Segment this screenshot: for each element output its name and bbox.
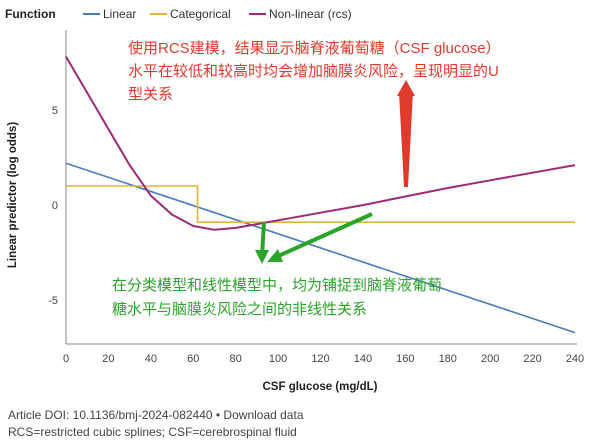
y-axis-label: Linear predictor (log odds) bbox=[7, 122, 19, 268]
series-linear-line bbox=[65, 162, 576, 334]
x-tick-label: 40 bbox=[145, 353, 157, 365]
y-tick-label: 0 bbox=[52, 200, 58, 212]
red-annotation-line-1: 使用RCS建模，结果显示脑脊液葡萄糖（CSF glucose） bbox=[128, 40, 501, 57]
x-tick-label: 120 bbox=[311, 353, 329, 365]
x-tick-label: 0 bbox=[63, 353, 69, 365]
legend: Function Linear Categorical Non-linear (… bbox=[5, 7, 352, 21]
red-annotation-line-2: 水平在较低和较高时均会增加脑膜炎风险，呈现明显的U bbox=[128, 62, 499, 80]
footer-abbreviations: RCS=restricted cubic splines; CSF=cerebr… bbox=[8, 425, 297, 439]
x-tick-label: 240 bbox=[566, 353, 584, 365]
legend-title: Function bbox=[5, 7, 56, 21]
green-arrow-short-head bbox=[255, 250, 269, 264]
legend-label-categorical[interactable]: Categorical bbox=[170, 7, 231, 21]
series-nonlinear-line bbox=[65, 56, 576, 231]
x-axis-label: CSF glucose (mg/dL) bbox=[263, 381, 378, 393]
green-arrow-long bbox=[275, 212, 373, 259]
red-annotation: 使用RCS建模，结果显示脑脊液葡萄糖（CSF glucose） 水平在较低和较高… bbox=[128, 40, 501, 187]
legend-label-nonlinear[interactable]: Non-linear (rcs) bbox=[269, 7, 352, 21]
green-annotation-line-1: 在分类模型和线性模型中，均为铺捉到脑脊液葡萄 bbox=[112, 277, 442, 294]
green-annotation: 在分类模型和线性模型中，均为铺捉到脑脊液葡萄 糖水平与脑膜炎风险之间的非线性关系 bbox=[112, 212, 442, 318]
y-tick-label: -5 bbox=[48, 295, 58, 307]
footer-doi[interactable]: Article DOI: 10.1136/bmj-2024-082440 • D… bbox=[8, 408, 304, 422]
x-tick-label: 200 bbox=[481, 353, 499, 365]
ticks: 0 20 40 60 80 100 120 140 160 180 200 220 240 5 0 -5 bbox=[48, 105, 584, 365]
chart: Function Linear Categorical Non-linear (… bbox=[5, 7, 584, 393]
series-categorical-line bbox=[66, 185, 575, 223]
x-tick-label: 160 bbox=[396, 353, 414, 365]
red-annotation-line-3: 型关系 bbox=[128, 86, 173, 103]
series bbox=[65, 56, 576, 334]
x-tick-label: 100 bbox=[269, 353, 287, 365]
x-tick-label: 140 bbox=[354, 353, 372, 365]
x-tick-label: 20 bbox=[102, 353, 114, 365]
red-arrow-up bbox=[399, 92, 413, 187]
x-tick-label: 180 bbox=[439, 353, 457, 365]
legend-label-linear[interactable]: Linear bbox=[103, 7, 136, 21]
green-annotation-line-2: 糖水平与脑膜炎风险之间的非线性关系 bbox=[112, 301, 367, 318]
y-tick-label: 5 bbox=[52, 105, 58, 117]
x-tick-label: 80 bbox=[230, 353, 242, 365]
red-arrow-head bbox=[397, 80, 415, 96]
green-arrow-long-head bbox=[267, 249, 283, 262]
x-tick-label: 60 bbox=[187, 353, 199, 365]
x-tick-label: 220 bbox=[523, 353, 541, 365]
